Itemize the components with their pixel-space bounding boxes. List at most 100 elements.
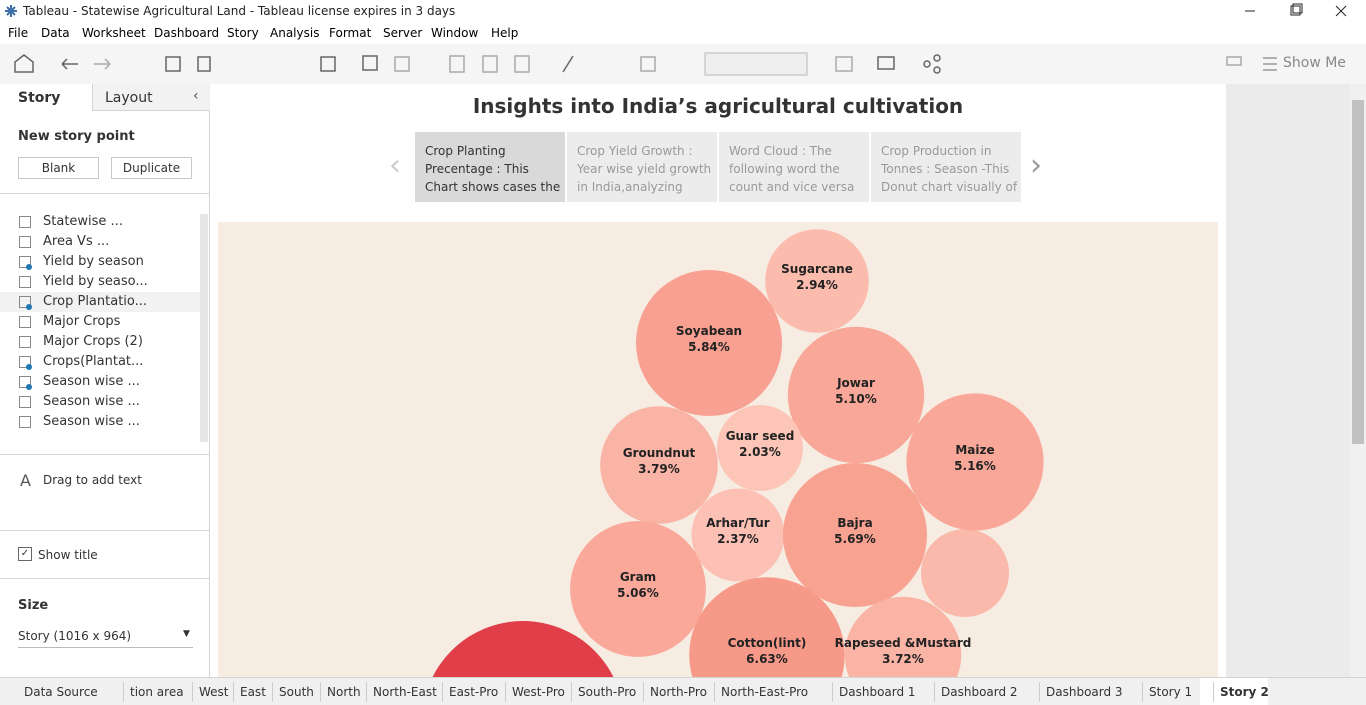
menu-item[interactable]: Help bbox=[491, 26, 519, 40]
sheet-icon bbox=[19, 216, 31, 228]
drag-text[interactable]: Drag to add text bbox=[43, 473, 142, 487]
menu-item[interactable]: Dashboard bbox=[154, 26, 220, 40]
sheet-item[interactable]: Season wise ... bbox=[0, 412, 200, 432]
app-icon bbox=[5, 5, 17, 17]
story-point-text: Year wise yield growth bbox=[577, 162, 712, 176]
tab-separator bbox=[571, 682, 572, 702]
tab-separator bbox=[934, 682, 935, 702]
active-tab bbox=[1200, 678, 1268, 705]
sheet-tab[interactable]: Dashboard 1 bbox=[839, 685, 916, 699]
sheet-item[interactable]: Crops(Plantat... bbox=[0, 352, 200, 372]
sheet-item[interactable]: Area Vs ... bbox=[0, 232, 200, 252]
sheet-icon bbox=[19, 296, 31, 308]
sheet-tab[interactable]: North bbox=[327, 685, 361, 699]
menu-item[interactable]: File bbox=[8, 26, 29, 40]
sheet-tab[interactable]: West bbox=[199, 685, 229, 699]
sheet-tab[interactable]: Data Source bbox=[24, 685, 98, 699]
sheet-name: Season wise ... bbox=[43, 394, 140, 409]
sheet-tab[interactable]: Dashboard 2 bbox=[941, 685, 1018, 699]
menu-item[interactable]: Story bbox=[227, 26, 259, 40]
sheet-tabs: Data Source tion area West East South North No… bbox=[0, 677, 1366, 705]
bubble bbox=[570, 521, 706, 657]
sheet-tab[interactable]: North-East bbox=[373, 685, 437, 699]
tab-separator bbox=[832, 682, 833, 702]
bubble bbox=[691, 488, 785, 582]
menu-item[interactable]: Data bbox=[41, 26, 70, 40]
sheet-tab[interactable]: East bbox=[240, 685, 266, 699]
story-point[interactable]: Crop Production in Tonnes : Season -This D… bbox=[871, 132, 1021, 202]
window-controls[interactable] bbox=[1240, 2, 1360, 20]
bubble-label: Arhar/Tur bbox=[706, 516, 770, 530]
window-title: Tableau - Statewise Agricultural Land - … bbox=[23, 4, 456, 18]
bubble-label: Soyabean bbox=[676, 324, 742, 338]
sheet-item[interactable]: Major Crops (2) bbox=[0, 332, 200, 352]
sheet-tab[interactable]: North-East-Pro bbox=[721, 685, 809, 699]
sheet-tab[interactable]: Story 1 bbox=[1149, 685, 1193, 699]
sheet-name: Area Vs ... bbox=[43, 234, 110, 249]
tab-separator bbox=[233, 682, 234, 702]
sheet-icon bbox=[19, 356, 31, 368]
sheet-item[interactable]: Yield by season bbox=[0, 252, 200, 272]
dropdown-arrow[interactable]: ▼ bbox=[183, 629, 190, 639]
bubble bbox=[716, 404, 804, 492]
unlabeled-bubble bbox=[432, 621, 614, 677]
bubble-value: 2.37% bbox=[717, 532, 759, 546]
menu-item[interactable]: Worksheet bbox=[82, 26, 146, 40]
bubble-label: Cotton(lint) bbox=[728, 636, 807, 650]
prev-arrow[interactable]: ‹ bbox=[389, 148, 401, 183]
story-point-text: count and vice versa bbox=[729, 180, 855, 194]
sheet-tab[interactable]: East-Pro bbox=[449, 685, 499, 699]
sheet-tab[interactable]: South-Pro bbox=[578, 685, 637, 699]
sheet-item[interactable]: Yield by seaso... bbox=[0, 272, 200, 292]
bubble bbox=[636, 270, 782, 416]
vertical-scrollbar bbox=[1350, 84, 1366, 677]
blank-button[interactable]: Blank bbox=[18, 157, 99, 179]
sheet-tab[interactable]: Story 2 bbox=[1220, 685, 1269, 699]
sheet-tab[interactable]: West-Pro bbox=[512, 685, 565, 699]
sheet-item[interactable]: Statewise ... bbox=[0, 212, 200, 232]
sheet-tab[interactable]: Dashboard 3 bbox=[1046, 685, 1123, 699]
show-title-checkbox[interactable]: ✓ bbox=[18, 547, 32, 561]
show-me[interactable]: Show Me bbox=[1283, 55, 1346, 71]
bubble bbox=[787, 326, 925, 464]
bubble bbox=[600, 406, 718, 524]
bubble-value: 5.84% bbox=[688, 340, 730, 354]
menu-item[interactable]: Server bbox=[383, 26, 423, 40]
sheet-name: Major Crops (2) bbox=[43, 334, 143, 349]
menu-item[interactable]: Format bbox=[329, 26, 372, 40]
sheet-name: Crops(Plantat... bbox=[43, 354, 144, 369]
bubble-value: 3.79% bbox=[638, 462, 680, 476]
story-point[interactable]: Crop Planting Precentage : This Chart show… bbox=[415, 132, 565, 202]
sheet-item[interactable]: Season wise ... bbox=[0, 392, 200, 412]
collapse-icon[interactable]: ‹ bbox=[193, 88, 199, 104]
story-pane: Story Layout ‹ New story point Blank Dup… bbox=[0, 84, 210, 677]
bubble bbox=[906, 393, 1044, 531]
sheet-item[interactable]: Season wise ... bbox=[0, 372, 200, 392]
sheet-name: Yield by season bbox=[43, 254, 144, 269]
text-icon: A bbox=[20, 471, 31, 490]
story-point-text: Crop Yield Growth : bbox=[577, 144, 693, 158]
menu-item[interactable]: Window bbox=[431, 26, 479, 40]
sheet-item[interactable]: Crop Plantatio... bbox=[0, 292, 200, 312]
sheet-item[interactable]: Major Crops bbox=[0, 312, 200, 332]
story-point[interactable]: Word Cloud : The following word the count … bbox=[719, 132, 869, 202]
story-point-text: in India,analyzing bbox=[577, 180, 683, 194]
next-arrow[interactable]: › bbox=[1030, 148, 1042, 183]
sheet-icon bbox=[19, 236, 31, 248]
used-badge bbox=[26, 264, 32, 270]
tab-story[interactable]: Story bbox=[18, 90, 61, 106]
used-badge bbox=[26, 304, 32, 310]
sheet-tab[interactable]: North-Pro bbox=[650, 685, 707, 699]
sheet-tab[interactable]: South bbox=[279, 685, 314, 699]
bubble-value: 3.72% bbox=[882, 652, 924, 666]
tab-layout[interactable]: Layout bbox=[105, 90, 153, 106]
size-dropdown[interactable]: Story (1016 x 964) bbox=[18, 629, 132, 643]
bubble-value: 5.06% bbox=[617, 586, 659, 600]
show-title: Show title bbox=[38, 548, 98, 562]
sheet-tab[interactable]: tion area bbox=[130, 685, 184, 699]
story-point-text: Crop Planting bbox=[425, 144, 506, 158]
duplicate-button[interactable]: Duplicate bbox=[111, 157, 192, 179]
menu-item[interactable]: Analysis bbox=[270, 26, 320, 40]
story-point[interactable]: Crop Yield Growth : Year wise yield growt… bbox=[567, 132, 717, 202]
